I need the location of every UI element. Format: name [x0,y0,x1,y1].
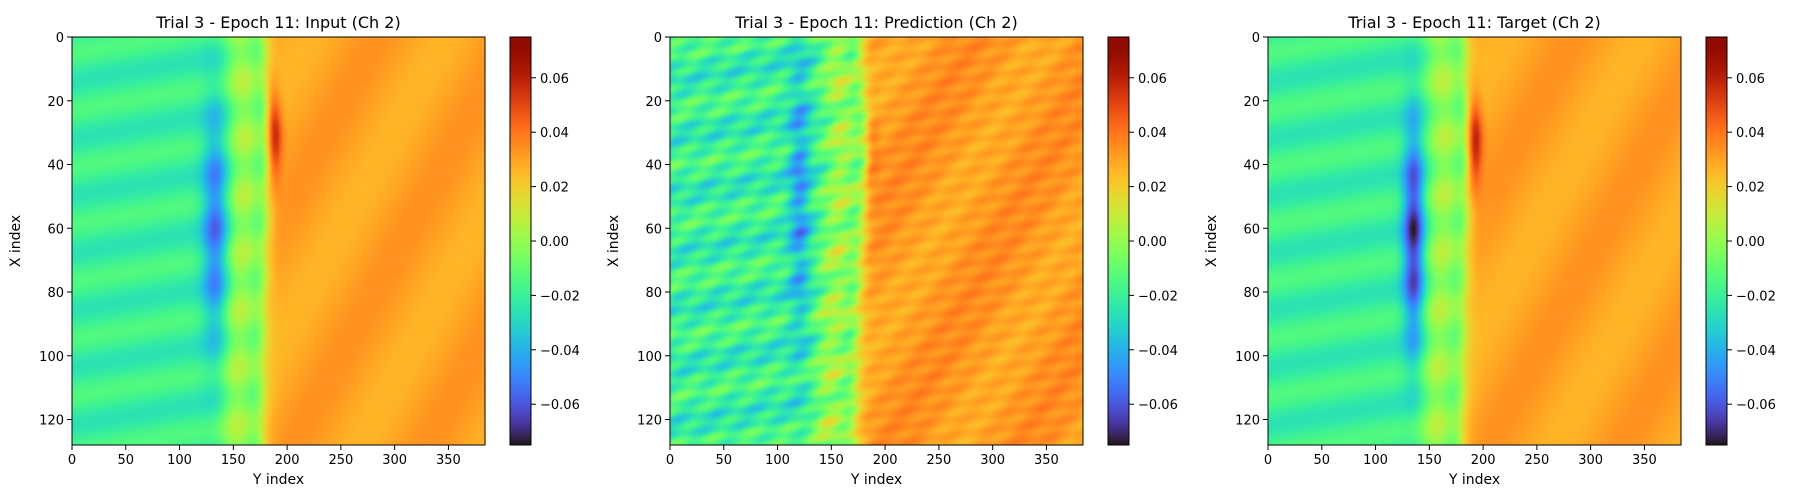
x-tick-label: 300 [1578,453,1603,468]
x-tick-label: 350 [436,453,461,468]
x-tick-label: 250 [1524,453,1549,468]
y-tick-label: 20 [645,95,662,110]
y-tick-label: 120 [1235,414,1260,429]
plot-frame [71,36,486,446]
x-tick-label: 150 [1417,453,1442,468]
y-tick-label: 0 [654,31,662,46]
y-tick-label: 40 [645,159,662,174]
y-tick-label: 0 [1252,31,1260,46]
x-tick-label: 350 [1632,453,1657,468]
y-tick-label: 20 [1243,95,1260,110]
x-tick-label: 100 [1363,453,1388,468]
y-tick-label: 100 [39,350,64,365]
x-tick-label: 150 [819,453,844,468]
heatmap-panel: Trial 3 - Epoch 11: Target (Ch 2) 0 50 100 1… [1204,13,1776,488]
plot-frame [669,36,1084,446]
colorbar-tick-label: 0.06 [1138,72,1167,87]
y-tick-label: 100 [637,350,662,365]
colorbar-tick-label: 0.00 [1138,235,1167,250]
x-axis-label: Y index [252,472,304,488]
y-tick-label: 120 [637,414,662,429]
chart-title: Trial 3 - Epoch 11: Target (Ch 2) [1347,13,1600,32]
x-tick-label: 50 [1314,453,1331,468]
colorbar-tick-label: 0.02 [1736,181,1765,196]
heatmap-image [670,37,1083,445]
x-tick-label: 100 [765,453,790,468]
colorbar-tick-label: 0.04 [1138,126,1167,141]
y-tick-label: 80 [47,286,64,301]
y-axis-label: X index [8,215,24,267]
y-tick-label: 100 [1235,350,1260,365]
colorbar-tick-label: −0.06 [1736,398,1776,413]
plot-frame [1267,36,1682,446]
colorbar-tick-label: 0.00 [540,235,569,250]
colorbar-tick-label: 0.06 [1736,72,1765,87]
heatmap-image [72,37,485,445]
heatmap-panel: Trial 3 - Epoch 11: Input (Ch 2) 0 50 100 15… [8,13,580,488]
x-tick-label: 200 [873,453,898,468]
y-tick-label: 0 [56,31,64,46]
x-tick-label: 300 [382,453,407,468]
colorbar-tick-label: −0.02 [1138,289,1178,304]
x-tick-label: 200 [1471,453,1496,468]
colorbar-tick-label: −0.04 [1138,344,1178,359]
y-tick-label: 20 [47,95,64,110]
x-tick-label: 350 [1034,453,1059,468]
y-axis-label: X index [606,215,622,267]
x-tick-label: 50 [716,453,733,468]
colorbar [1706,37,1727,445]
x-tick-label: 300 [980,453,1005,468]
x-tick-label: 0 [666,453,674,468]
colorbar [1108,37,1129,445]
colorbar-tick-label: 0.02 [1138,181,1167,196]
y-tick-label: 60 [645,222,662,237]
heatmap-image [1268,37,1681,445]
y-axis-label: X index [1204,215,1220,267]
x-tick-label: 250 [328,453,353,468]
colorbar-tick-label: 0.04 [1736,126,1765,141]
x-tick-label: 50 [118,453,135,468]
colorbar-tick-label: 0.00 [1736,235,1765,250]
x-tick-label: 100 [167,453,192,468]
x-tick-label: 0 [68,453,76,468]
colorbar-tick-label: 0.04 [540,126,569,141]
colorbar-tick-label: −0.04 [1736,344,1776,359]
colorbar-tick-label: −0.06 [1138,398,1178,413]
x-axis-label: Y index [850,472,902,488]
chart-title: Trial 3 - Epoch 11: Prediction (Ch 2) [734,13,1017,32]
x-axis-label: Y index [1448,472,1500,488]
colorbar [510,37,531,445]
colorbar-tick-label: −0.02 [540,289,580,304]
y-tick-label: 80 [1243,286,1260,301]
heatmap-panel: Trial 3 - Epoch 11: Prediction (Ch 2) 0 50… [606,13,1178,488]
colorbar-tick-label: −0.04 [540,344,580,359]
x-tick-label: 0 [1264,453,1272,468]
x-tick-label: 150 [221,453,246,468]
colorbar-tick-label: −0.02 [1736,289,1776,304]
colorbar-tick-label: 0.06 [540,72,569,87]
y-tick-label: 60 [47,222,64,237]
colorbar-tick-label: −0.06 [540,398,580,413]
y-tick-label: 40 [1243,159,1260,174]
x-tick-label: 200 [275,453,300,468]
y-tick-label: 40 [47,159,64,174]
y-tick-label: 60 [1243,222,1260,237]
y-tick-label: 80 [645,286,662,301]
y-tick-label: 120 [39,414,64,429]
chart-title: Trial 3 - Epoch 11: Input (Ch 2) [155,13,400,32]
x-tick-label: 250 [926,453,951,468]
colorbar-tick-label: 0.02 [540,181,569,196]
